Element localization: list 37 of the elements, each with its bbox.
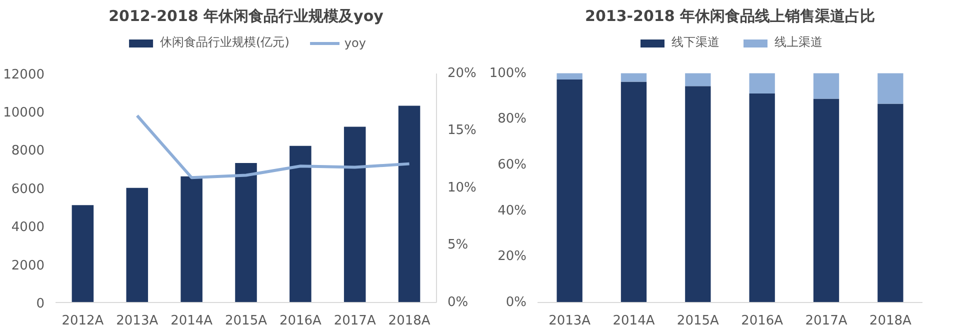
legend-label: 线上渠道 bbox=[774, 34, 822, 51]
x-tick-label: 2016A bbox=[741, 314, 784, 328]
y-tick-label: 80% bbox=[498, 112, 527, 127]
y-tick-label: 2000 bbox=[11, 258, 45, 274]
chart-title: 2012-2018 年休闲食品行业规模及yoy bbox=[108, 6, 384, 25]
y-tick-label: 6000 bbox=[11, 182, 45, 197]
y2-tick-label: 0% bbox=[448, 295, 468, 310]
legend-label: 线下渠道 bbox=[672, 34, 720, 51]
x-tick-label: 2017A bbox=[805, 314, 848, 328]
chart-title: 2013-2018 年休闲食品线上销售渠道占比 bbox=[585, 6, 875, 25]
x-tick-label: 2017A bbox=[334, 314, 376, 328]
legend-label: yoy bbox=[344, 36, 366, 50]
y-tick-label: 100% bbox=[489, 66, 527, 81]
x-tick-label: 2015A bbox=[225, 314, 268, 328]
x-tick-label: 2018A bbox=[869, 314, 912, 328]
y-tick-label: 4000 bbox=[11, 220, 45, 236]
x-tick-label: 2012A bbox=[62, 314, 104, 328]
x-tick-label: 2015A bbox=[676, 314, 720, 328]
y2-tick-label: 5% bbox=[448, 238, 468, 253]
x-tick-label: 2018A bbox=[388, 314, 430, 328]
y2-tick-label: 15% bbox=[448, 123, 476, 138]
y-tick-label: 0 bbox=[36, 296, 45, 312]
y-tick-label: 60% bbox=[498, 157, 527, 172]
y-tick-label: 40% bbox=[498, 203, 527, 218]
x-tick-label: 2013A bbox=[548, 314, 591, 328]
y-tick-label: 12000 bbox=[3, 67, 45, 82]
x-tick-label: 2014A bbox=[170, 314, 213, 328]
y2-tick-label: 20% bbox=[448, 66, 476, 81]
y-tick-label: 20% bbox=[498, 249, 527, 264]
y2-tick-label: 10% bbox=[448, 180, 476, 196]
x-tick-label: 2014A bbox=[612, 314, 655, 328]
legend-label: 休闲食品行业规模(亿元) bbox=[160, 34, 290, 51]
x-tick-label: 2013A bbox=[116, 314, 158, 328]
y-tick-label: 0% bbox=[506, 295, 526, 310]
x-tick-label: 2016A bbox=[279, 314, 322, 328]
y-tick-label: 10000 bbox=[3, 105, 45, 120]
y-tick-label: 8000 bbox=[11, 144, 45, 159]
